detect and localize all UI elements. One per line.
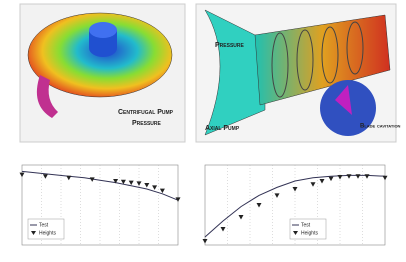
- panel-subtitle: Pressure: [132, 120, 162, 127]
- legend-label: Heights: [39, 230, 56, 236]
- panel-note: Blade cavitation: [360, 124, 401, 130]
- figure: Centrifugal Pump Pressure Pressure Axial…: [0, 0, 406, 262]
- panel-title: Centrifugal Pump: [118, 109, 174, 116]
- centrifugal-panel: Centrifugal Pump Pressure: [20, 4, 185, 142]
- axial-panel: Pressure Axial Pump Blade cavitation: [196, 4, 401, 142]
- legend-label: Test: [39, 222, 49, 228]
- panel-title: Axial Pump: [205, 125, 240, 132]
- legend-label: Test: [301, 222, 311, 228]
- panel-label: Pressure: [215, 42, 245, 49]
- legend-label: Heights: [301, 230, 318, 236]
